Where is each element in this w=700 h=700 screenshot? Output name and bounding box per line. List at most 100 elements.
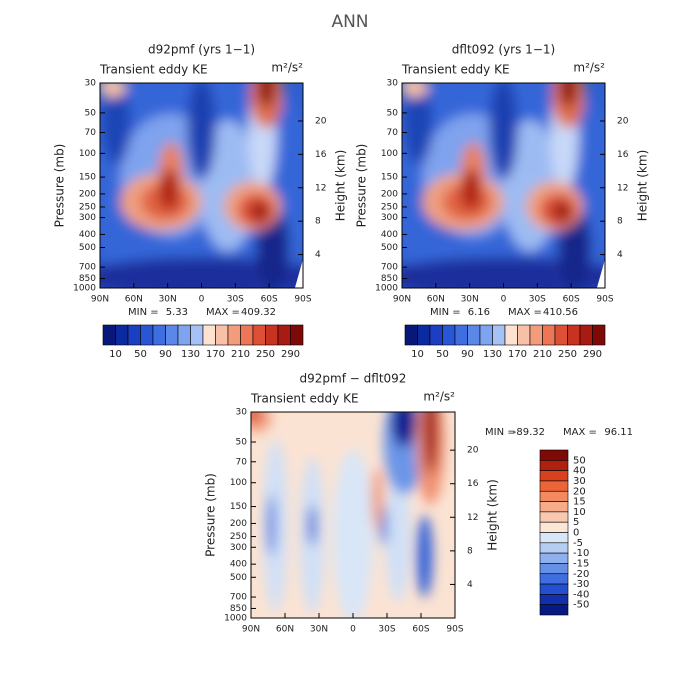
colorbar-box [567,324,581,346]
x-tick-label: 0 [350,625,356,635]
colorbar-box [517,324,531,346]
colorbar-box [215,324,229,346]
field-blob [100,83,127,98]
y-tick-label: 200 [230,519,247,529]
colorbar-box [542,324,556,346]
colorbar-box [290,324,304,346]
colorbar-box [202,324,216,346]
colorbar-box [539,552,569,564]
max-label: MAX = [563,427,597,438]
colorbar-label: 40 [573,466,586,477]
y2-tick-label: 12 [617,183,628,193]
max-value: 409.32 [241,307,276,318]
units: m²/s² [423,390,455,404]
colorbar-box [240,324,254,346]
x-tick-label: 90N [242,625,260,635]
y-tick-label: 400 [230,560,247,570]
colorbar-label: 5 [573,517,579,528]
colorbar-box [277,324,291,346]
min-value: 5.33 [166,307,188,318]
y2-axis-title: Height (km) [636,150,650,221]
y-tick-label: 1000 [224,614,247,624]
y-tick-label: 70 [85,128,97,138]
colorbar-label: 10 [573,507,586,518]
colorbar-label: 10 [109,349,122,360]
max-value: 410.56 [543,307,578,318]
colorbar-label: 170 [206,349,225,360]
colorbar-label: -20 [573,569,589,580]
y-tick-label: 300 [79,213,96,223]
colorbar-box [539,470,569,482]
colorbar-box [252,324,266,346]
colorbar-box [417,324,431,346]
colorbar-box [442,324,456,346]
field-blob [187,83,216,180]
field-blob [489,83,518,180]
max-value: 96.11 [604,427,633,438]
colorbar-label: 210 [533,349,552,360]
contour-field [251,412,455,618]
colorbar-label: 250 [558,349,577,360]
colorbar-label: 50 [436,349,449,360]
y2-tick-label: 8 [315,217,321,227]
y-tick-label: 200 [381,189,398,199]
y2-tick-label: 8 [467,546,473,556]
colorbar-label: 50 [573,455,586,466]
x-tick-label: 90N [393,295,411,305]
colorbar-box [539,573,569,585]
field-blob [251,412,262,423]
y-tick-label: 250 [230,532,247,542]
x-tick-label: 60S [261,295,278,305]
colorbar-label: 90 [461,349,474,360]
field-blob [460,169,482,211]
y-tick-label: 30 [387,79,399,89]
colorbar-box [539,563,569,575]
y-tick-label: 400 [381,230,398,240]
y-tick-label: 200 [79,189,96,199]
x-tick-label: 90S [294,295,311,305]
colorbar-box [539,542,569,554]
y2-tick-label: 16 [467,479,479,489]
x-tick-label: 30S [529,295,546,305]
field-shapes [100,83,303,288]
colorbar-label: 10 [411,349,424,360]
colorbar-box [539,604,569,616]
colorbar-box [579,324,593,346]
y2-tick-label: 4 [467,580,473,590]
y-tick-label: 500 [381,243,398,253]
x-tick-label: 30N [159,295,177,305]
x-tick-label: 0 [199,295,205,305]
x-tick-label: 30N [310,625,328,635]
colorbar-label: 290 [583,349,602,360]
colorbar-label: 0 [573,528,579,539]
x-tick-label: 30S [378,625,395,635]
colorbar-label: 290 [281,349,300,360]
field-blob [554,201,571,223]
figure-title: ANN [331,12,368,32]
colorbar-box [492,324,506,346]
colorbar-label: 50 [134,349,147,360]
y-axis-title: Pressure (mb) [204,473,218,557]
y-tick-label: 100 [381,149,398,159]
field-blob [402,257,605,288]
colorbar-box [127,324,141,346]
terrain [596,259,605,288]
field-shapes [251,412,445,618]
colorbar-box [165,324,179,346]
x-tick-label: 60S [412,625,429,635]
field-blob [263,438,288,612]
colorbar-box [152,324,166,346]
y-tick-label: 30 [236,408,248,418]
y2-tick-label: 4 [617,250,623,260]
x-tick-label: 90N [91,295,109,305]
y-axis-title: Pressure (mb) [355,144,369,228]
colorbar-box [539,501,569,513]
field-blob [332,449,374,618]
y2-tick-label: 20 [467,446,479,456]
colorbar-box [227,324,241,346]
colorbar-box [504,324,518,346]
terrain [294,259,303,288]
colorbar-box [429,324,443,346]
y2-tick-label: 12 [315,183,326,193]
